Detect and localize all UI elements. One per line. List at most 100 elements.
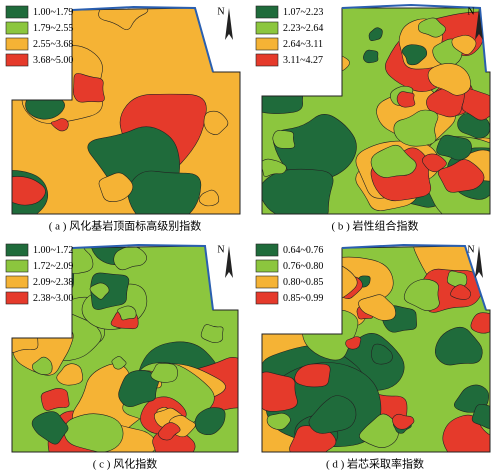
zone-patch [12, 176, 46, 206]
legend-label: 2.64~3.11 [283, 39, 323, 50]
legend-swatch [5, 37, 29, 51]
legend-label: 0.76~0.80 [283, 261, 323, 272]
zone-patch [396, 91, 416, 108]
zone-patch [393, 109, 439, 147]
legend-label: 3.68~5.00 [33, 55, 73, 66]
legend-label: 1.72~2.09 [33, 261, 73, 272]
zone-patch [150, 363, 178, 383]
legend-swatch [255, 243, 279, 257]
legend-label: 1.79~2.55 [33, 23, 73, 34]
zone-patch [450, 284, 471, 300]
legend-label: 2.09~2.38 [33, 277, 73, 288]
zone-patch [427, 63, 471, 96]
legend-label: 2.38~3.00 [33, 293, 73, 304]
north-label: N [467, 244, 474, 255]
north-arrow [475, 8, 483, 40]
zone-patch [198, 189, 220, 207]
zone-patch [157, 422, 181, 441]
zone-patch [111, 356, 127, 370]
legend-label: 1.07~2.23 [283, 7, 323, 18]
zone-patch [470, 312, 490, 334]
zone-patch [266, 412, 291, 430]
zone-patch [368, 27, 383, 42]
north-label: N [217, 244, 224, 255]
legend-swatch [5, 53, 29, 67]
zone-patch [98, 172, 134, 202]
zone-patch [63, 413, 124, 452]
north-arrow [475, 246, 483, 278]
north-arrow [225, 246, 233, 278]
zone-patch [370, 144, 417, 178]
zone-patch [118, 369, 160, 408]
legend-swatch [5, 275, 29, 289]
legend-label: 0.85~0.99 [283, 293, 323, 304]
map-area [262, 8, 490, 214]
north-label: N [467, 6, 474, 17]
legend-swatch [5, 291, 29, 305]
zone-patch [480, 10, 490, 26]
zone-patch [32, 356, 53, 375]
zone-patch [294, 363, 331, 388]
map-panel: 1.00~1.72 1.72~2.09 2.09~2.38 2.38~3.00 N ( c… [5, 243, 239, 471]
zone-patch [370, 343, 393, 365]
legend-swatch [255, 5, 279, 19]
zone-patch [363, 49, 379, 64]
legend-swatch [255, 21, 279, 35]
legend-swatch [5, 5, 29, 19]
zone-patch [461, 88, 490, 121]
zone-patch [117, 305, 137, 321]
zone-patch [56, 363, 83, 386]
zone-patch [98, 8, 149, 30]
legend-swatch [5, 259, 29, 273]
zone-patch [442, 414, 490, 452]
zone-patch [72, 73, 105, 103]
legend-swatch [255, 37, 279, 51]
map-area [12, 8, 240, 214]
legend-swatch [255, 259, 279, 273]
zone-patch [359, 413, 399, 448]
zone-patch [272, 130, 295, 149]
zone-patch [89, 282, 110, 300]
caption: ( a ) 风化基岩顶面标高级别指数 [49, 219, 201, 233]
caption: ( c ) 风化指数 [93, 457, 157, 471]
legend-swatch [255, 53, 279, 67]
zone-patch [358, 294, 396, 321]
zone-patch [31, 411, 69, 445]
zone-patch [446, 270, 468, 288]
zone-patch [262, 371, 298, 412]
legend-label: 0.80~0.85 [283, 277, 323, 288]
legend-swatch [5, 21, 29, 35]
zone-patch [262, 67, 308, 114]
legend-label: 0.64~0.76 [283, 245, 323, 256]
legend-label: 2.23~2.64 [283, 23, 323, 34]
zone-patch [437, 159, 485, 193]
zone-patch [200, 324, 224, 343]
north-arrow [225, 8, 233, 40]
zone-patch [436, 134, 472, 161]
legend-swatch [5, 243, 29, 257]
legend-swatch [255, 291, 279, 305]
zone-patch [308, 395, 357, 434]
zone-patch [403, 278, 440, 311]
map-panel: 1.00~1.79 1.79~2.55 2.55~3.68 3.68~5.00 N ( a… [5, 5, 241, 233]
zone-patch [90, 272, 130, 310]
zone-patch [40, 388, 70, 411]
caption: ( b ) 岩性组合指数 [331, 219, 418, 233]
zone-patch [417, 17, 446, 38]
zone-patch [203, 110, 229, 135]
river [71, 243, 214, 311]
zone-patch [434, 326, 483, 366]
legend-swatch [255, 275, 279, 289]
legend-label: 3.11~4.27 [283, 55, 323, 66]
legend-label: 1.00~1.72 [33, 245, 73, 256]
zone-patch [273, 114, 357, 181]
river [341, 243, 487, 311]
zone-patch [50, 118, 69, 132]
map-panel: 1.07~2.23 2.23~2.64 2.64~3.11 3.11~4.27 N ( b… [255, 3, 491, 233]
zone-patch [12, 327, 39, 353]
zone-patch [262, 168, 334, 214]
legend-label: 2.55~3.68 [33, 39, 73, 50]
north-label: N [217, 6, 224, 17]
zone-patch [471, 403, 490, 430]
